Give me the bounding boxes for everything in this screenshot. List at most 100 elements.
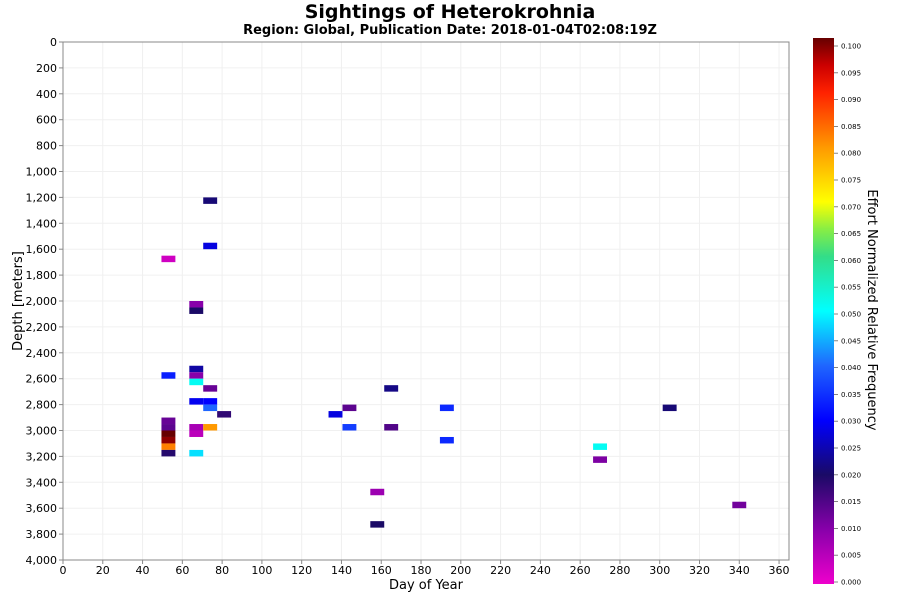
colorbar-tick-label: 0.050 bbox=[841, 311, 861, 319]
x-tick-label: 220 bbox=[490, 564, 511, 577]
heatmap-cell bbox=[189, 430, 204, 437]
x-tick-label: 160 bbox=[371, 564, 392, 577]
colorbar-tick-label: 0.060 bbox=[841, 257, 861, 265]
y-tick-label: 1,200 bbox=[26, 191, 58, 204]
heatmap-cell bbox=[189, 307, 204, 314]
heatmap-cell bbox=[161, 255, 176, 263]
colorbar-tick-label: 0.100 bbox=[841, 43, 861, 51]
heatmap-cell bbox=[439, 436, 454, 444]
heatmap-cell bbox=[384, 385, 399, 392]
x-tick-label: 320 bbox=[689, 564, 710, 577]
heatmap-cells bbox=[161, 197, 747, 528]
y-tick-label: 1,600 bbox=[26, 243, 58, 256]
x-tick-label: 60 bbox=[175, 564, 189, 577]
colorbar-tick-label: 0.095 bbox=[841, 69, 861, 77]
x-tick-label: 120 bbox=[291, 564, 312, 577]
heatmap-cell bbox=[161, 417, 176, 425]
colorbar-tick-label: 0.080 bbox=[841, 150, 861, 158]
x-tick-label: 300 bbox=[649, 564, 670, 577]
colorbar-tick-label: 0.025 bbox=[841, 445, 861, 453]
heatmap-cell bbox=[384, 424, 399, 431]
y-tick-label: 2,600 bbox=[26, 373, 58, 386]
heatmap-cell bbox=[161, 424, 176, 431]
grid-lines bbox=[62, 41, 789, 561]
x-tick-label: 180 bbox=[411, 564, 432, 577]
x-axis-label: Day of Year bbox=[389, 578, 464, 593]
x-tick-label: 0 bbox=[60, 564, 67, 577]
y-axis: 0 200 400 600 800 1,000 1,200 1,400 1,600 1,800 2,… bbox=[26, 36, 63, 567]
heatmap-cell bbox=[593, 456, 608, 463]
colorbar-tick-label: 0.040 bbox=[841, 364, 861, 372]
colorbar-tick-label: 0.020 bbox=[841, 471, 861, 479]
heatmap-cell bbox=[662, 404, 677, 412]
colorbar-tick-label: 0.030 bbox=[841, 418, 861, 426]
chart-subtitle: Region: Global, Publication Date: 2018-0… bbox=[243, 23, 657, 38]
colorbar-tick-label: 0.000 bbox=[841, 579, 861, 587]
heatmap-cell bbox=[203, 197, 218, 204]
x-tick-label: 40 bbox=[136, 564, 150, 577]
y-tick-label: 2,400 bbox=[26, 347, 58, 360]
x-tick-label: 240 bbox=[530, 564, 551, 577]
y-tick-label: 2,000 bbox=[26, 295, 58, 308]
y-tick-label: 4,000 bbox=[26, 554, 58, 567]
heatmap-cell bbox=[189, 365, 204, 373]
heatmap-cell bbox=[439, 404, 454, 412]
heatmap-cell bbox=[161, 443, 176, 450]
heatmap-cell bbox=[189, 398, 204, 405]
colorbar bbox=[813, 38, 834, 584]
x-tick-label: 360 bbox=[769, 564, 790, 577]
y-tick-label: 600 bbox=[36, 114, 57, 127]
y-tick-label: 400 bbox=[36, 88, 57, 101]
heatmap-cell bbox=[161, 372, 176, 379]
colorbar-tick-label: 0.055 bbox=[841, 284, 861, 292]
x-tick-label: 20 bbox=[96, 564, 110, 577]
colorbar-tick-label: 0.015 bbox=[841, 498, 861, 506]
y-tick-label: 1,400 bbox=[26, 217, 58, 230]
x-tick-label: 200 bbox=[450, 564, 471, 577]
y-tick-label: 2,800 bbox=[26, 399, 58, 412]
heatmap-cell bbox=[370, 488, 385, 496]
heatmap-cell bbox=[328, 411, 343, 418]
x-tick-label: 100 bbox=[251, 564, 272, 577]
heatmap-cell bbox=[203, 242, 218, 250]
y-tick-label: 1,800 bbox=[26, 269, 58, 282]
chart-title: Sightings of Heterokrohnia bbox=[304, 1, 596, 23]
heatmap-cell bbox=[189, 378, 204, 386]
colorbar-tick-label: 0.045 bbox=[841, 337, 861, 345]
y-tick-label: 3,400 bbox=[26, 476, 58, 489]
x-tick-label: 280 bbox=[609, 564, 630, 577]
y-tick-label: 1,000 bbox=[26, 166, 58, 179]
heatmap-cell bbox=[370, 521, 385, 528]
colorbar-tick-label: 0.005 bbox=[841, 552, 861, 560]
x-tick-label: 260 bbox=[570, 564, 591, 577]
y-tick-label: 3,800 bbox=[26, 528, 58, 541]
heatmap-cell bbox=[203, 398, 218, 405]
colorbar-tick-label: 0.075 bbox=[841, 177, 861, 185]
y-tick-label: 0 bbox=[50, 36, 57, 49]
heatmap-cell bbox=[203, 424, 218, 431]
heatmap-cell bbox=[189, 372, 204, 379]
x-tick-label: 340 bbox=[729, 564, 750, 577]
heatmap-cell bbox=[342, 404, 357, 412]
heatmap-cell bbox=[161, 449, 176, 457]
heatmap-cell bbox=[342, 424, 357, 431]
y-tick-label: 800 bbox=[36, 140, 57, 153]
y-axis-label: Depth [meters] bbox=[11, 251, 26, 351]
heatmap-cell bbox=[203, 385, 218, 392]
colorbar-tick-label: 0.065 bbox=[841, 230, 861, 238]
x-tick-label: 80 bbox=[215, 564, 229, 577]
y-tick-label: 200 bbox=[36, 62, 57, 75]
x-axis: 0 20 40 60 80 100 120 140 160 180 200 220 240 260 280 3… bbox=[60, 560, 790, 577]
x-tick-label: 140 bbox=[331, 564, 352, 577]
colorbar-tick-label: 0.010 bbox=[841, 525, 861, 533]
y-tick-label: 3,600 bbox=[26, 502, 58, 515]
heatmap-cell bbox=[189, 424, 204, 431]
heatmap-cell bbox=[217, 411, 232, 418]
y-tick-label: 3,200 bbox=[26, 450, 58, 463]
colorbar-ticks: 0.000 0.005 0.010 0.015 0.020 0.025 0.030 0.035… bbox=[834, 43, 861, 587]
y-tick-label: 2,200 bbox=[26, 321, 58, 334]
colorbar-tick-label: 0.070 bbox=[841, 203, 861, 211]
heatmap-cell bbox=[161, 436, 176, 444]
heatmap-cell bbox=[189, 449, 204, 457]
